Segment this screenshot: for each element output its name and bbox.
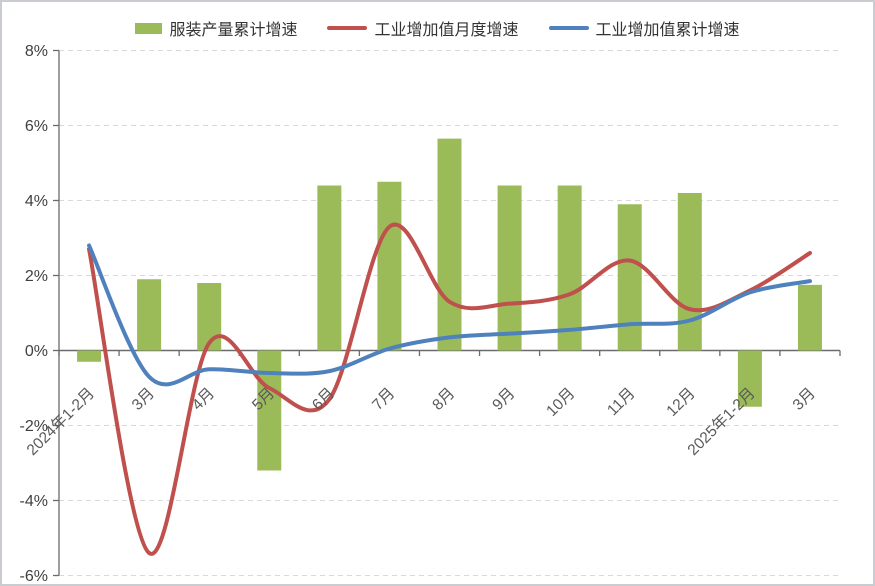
monthly-line-swatch-icon [327,26,368,30]
legend-item-bar-series: 服装产量累计增速 [135,16,297,40]
legend-item-cumulative-line: 工业增加值累计增速 [548,16,740,40]
y-tick-label: -6% [20,568,48,585]
y-tick-label: -2% [20,418,48,435]
bar [497,185,522,351]
x-category-label: 12月 [663,385,698,420]
y-tick-label: 2% [25,268,48,285]
x-category-label: 8月 [429,385,458,414]
bar [317,185,342,351]
bar [557,185,582,351]
x-category-label: 10月 [543,385,578,420]
y-tick-label: -4% [20,493,48,510]
bar [617,204,642,351]
y-tick-label: 4% [25,193,48,210]
bar [437,138,462,351]
x-category-label: 9月 [489,385,518,414]
bar [677,193,702,351]
y-tick-label: 6% [25,118,48,135]
bar [77,350,102,362]
bar [137,279,162,351]
legend-label: 工业增加值累计增速 [595,22,740,39]
bar [377,181,402,351]
bar [197,283,222,351]
x-category-label: 3月 [790,385,819,414]
bar [257,350,282,471]
legend-label: 工业增加值月度增速 [374,22,519,39]
legend: 服装产量累计增速 工业增加值月度增速 工业增加值累计增速 [2,16,873,40]
y-tick-label: 0% [25,343,48,360]
legend-label: 服装产量累计增速 [169,22,298,39]
x-category-label: 7月 [369,385,398,414]
bar [737,350,762,407]
cumulative-line-swatch-icon [548,26,589,30]
bar-series-swatch-icon [135,22,163,34]
bar [797,284,822,351]
legend-item-monthly-line: 工业增加值月度增速 [327,16,519,40]
x-category-label: 11月 [604,385,638,419]
y-tick-label: 8% [25,43,48,60]
cumulative-growth-line [87,243,812,387]
x-category-label: 3月 [129,385,158,414]
monthly-growth-line [87,222,812,556]
